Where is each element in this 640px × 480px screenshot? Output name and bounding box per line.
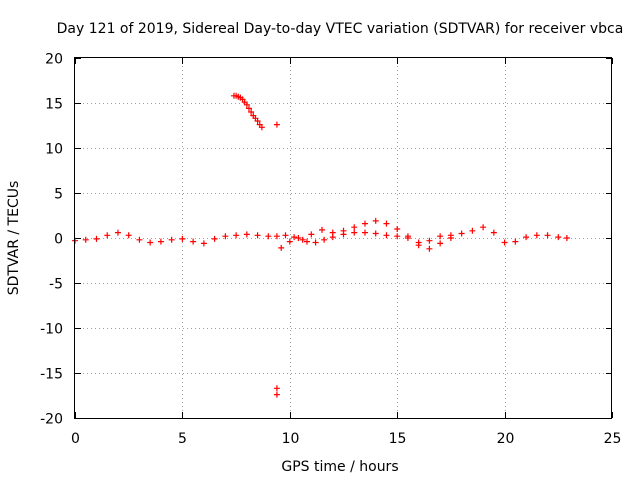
y-tick-label: -20 — [40, 412, 63, 428]
data-point — [469, 227, 476, 234]
data-point — [282, 232, 289, 239]
data-point — [480, 224, 487, 231]
data-point — [351, 229, 358, 236]
data-point — [308, 231, 315, 238]
data-point — [361, 220, 368, 227]
data-point — [372, 230, 379, 237]
data-point — [490, 229, 497, 236]
data-point — [114, 229, 121, 236]
data-point — [273, 391, 280, 398]
data-point — [291, 234, 298, 241]
y-tick-label: -15 — [40, 367, 63, 383]
data-point — [243, 101, 250, 108]
y-tick-label: 5 — [54, 187, 63, 203]
data-point — [501, 239, 508, 246]
data-point — [243, 231, 250, 238]
data-point — [179, 235, 186, 242]
data-point — [273, 121, 280, 128]
data-point — [447, 232, 454, 239]
data-point — [190, 238, 197, 245]
data-point — [351, 224, 358, 231]
data-point — [533, 232, 540, 239]
data-point — [458, 230, 465, 237]
data-point — [544, 232, 551, 239]
y-tick-label: 0 — [54, 232, 63, 248]
series-group — [72, 217, 570, 252]
y-tick-label: -10 — [40, 322, 63, 338]
x-tick-label: 25 — [604, 431, 622, 447]
data-point — [372, 217, 379, 224]
data-point — [329, 234, 336, 241]
axis-ticks: 0 5 10 15 20 25 20 15 10 5 0 -5 -10 -15 -20 — [40, 52, 621, 448]
series-group — [230, 92, 265, 131]
data-point — [273, 385, 280, 392]
y-tick-label: 20 — [45, 52, 63, 68]
y-axis-label: SDTVAR / TECUs — [6, 181, 22, 296]
data-points — [72, 92, 570, 398]
data-point — [273, 233, 280, 240]
data-point — [278, 244, 285, 251]
data-point — [415, 239, 422, 246]
data-point — [321, 236, 328, 243]
data-point — [404, 235, 411, 241]
data-point — [319, 226, 326, 233]
data-point — [258, 124, 265, 131]
data-point — [168, 236, 175, 243]
x-tick-label: 20 — [497, 431, 515, 447]
data-point — [295, 235, 302, 241]
data-point — [286, 238, 293, 245]
data-point — [426, 245, 433, 252]
data-point — [512, 238, 519, 245]
grid-lines — [75, 58, 612, 418]
data-point — [437, 240, 444, 247]
y-tick-label: -5 — [49, 277, 63, 293]
data-point — [394, 226, 401, 232]
data-point — [254, 118, 261, 124]
data-point — [523, 234, 530, 241]
data-point — [222, 233, 229, 240]
y-tick-label: 15 — [45, 97, 63, 113]
data-point — [312, 239, 319, 246]
series-group — [278, 229, 454, 251]
x-tick-label: 10 — [282, 431, 300, 447]
data-point — [265, 233, 272, 240]
data-point — [383, 220, 390, 227]
x-axis-label: GPS time / hours — [281, 459, 398, 475]
data-point — [563, 235, 570, 241]
data-point — [200, 240, 207, 247]
data-point — [299, 236, 306, 243]
chart-title: Day 121 of 2019, Sidereal Day-to-day VTE… — [57, 21, 624, 37]
data-point — [426, 237, 433, 244]
plot-frame — [74, 57, 612, 419]
x-tick-label: 5 — [178, 431, 187, 447]
series-group — [273, 121, 280, 398]
data-point — [437, 233, 444, 240]
data-point — [383, 232, 390, 239]
data-point — [361, 229, 368, 236]
data-point — [248, 109, 255, 115]
data-point — [340, 231, 347, 238]
data-point — [93, 235, 100, 242]
data-point — [157, 238, 164, 245]
x-tick-label: 0 — [71, 431, 80, 447]
data-point — [254, 232, 261, 239]
data-point — [82, 236, 89, 243]
data-point — [125, 232, 132, 239]
data-point — [394, 233, 401, 240]
data-point — [555, 234, 562, 241]
x-tick-label: 15 — [389, 431, 407, 447]
data-point — [233, 232, 240, 239]
data-point — [147, 239, 154, 246]
data-point — [245, 105, 252, 112]
data-point — [211, 235, 218, 242]
data-point — [104, 232, 111, 239]
data-point — [136, 236, 143, 243]
data-point — [303, 238, 310, 245]
y-tick-label: 10 — [45, 142, 63, 158]
